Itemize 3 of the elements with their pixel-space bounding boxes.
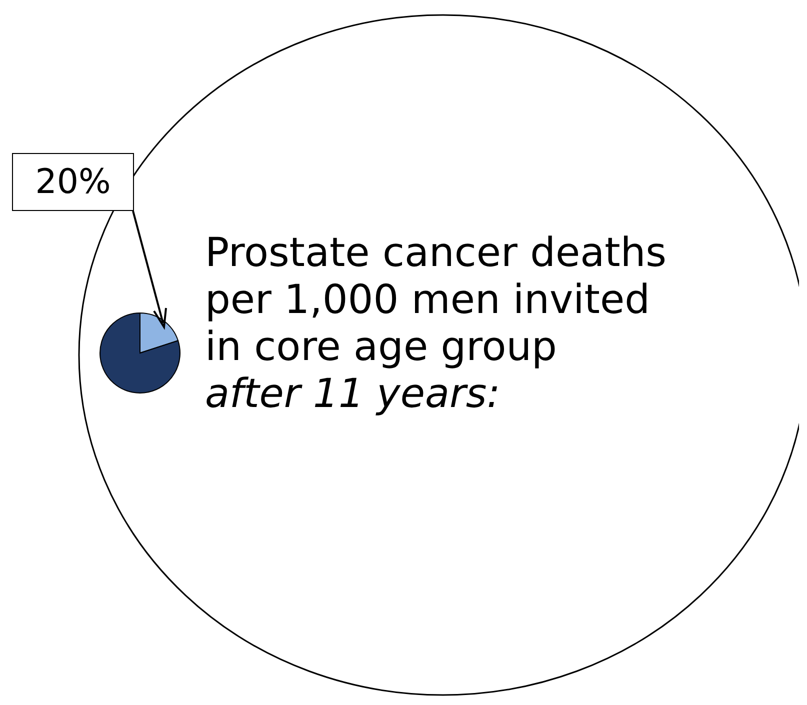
pie-slice: [100, 312, 180, 394]
text: after 11 years:: [205, 371, 502, 418]
data-label: 20%: [12, 153, 134, 211]
